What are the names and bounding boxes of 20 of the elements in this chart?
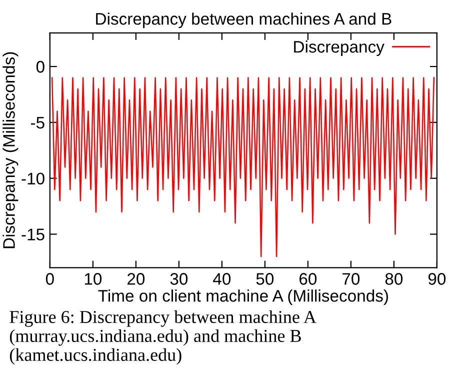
x-tick-label: 70 — [342, 273, 360, 285]
x-tick-label: 20 — [127, 273, 145, 285]
x-tick-label: 0 — [46, 273, 54, 285]
chart-title: Discrepancy between machines A and B — [96, 12, 392, 28]
x-tick-label: 60 — [300, 273, 317, 285]
x-tick-label: 40 — [213, 273, 231, 285]
y-tick-label: -5 — [30, 116, 44, 129]
x-axis-title: Time on client machine A (Milliseconds) — [98, 290, 388, 306]
y-axis-title: Discrepancy (Milliseconds) — [2, 52, 18, 248]
x-tick-label: 90 — [428, 273, 446, 285]
line-series — [51, 77, 435, 258]
y-tick-label: 0 — [36, 60, 44, 73]
x-tick-label: 80 — [385, 273, 403, 285]
x-tick-label: 30 — [170, 273, 188, 285]
y-tick-label: -15 — [22, 228, 44, 240]
y-tick-label: -10 — [22, 172, 44, 184]
x-tick-label: 10 — [84, 273, 102, 285]
caption: Figure 6: Discrepancy between machine A (murray.ucs.indiana.edu) and machine B (kamet.ucs.indiana.edu) — [10, 310, 316, 365]
legend-label: Discrepancy — [294, 40, 384, 56]
x-tick-label: 50 — [256, 273, 274, 285]
